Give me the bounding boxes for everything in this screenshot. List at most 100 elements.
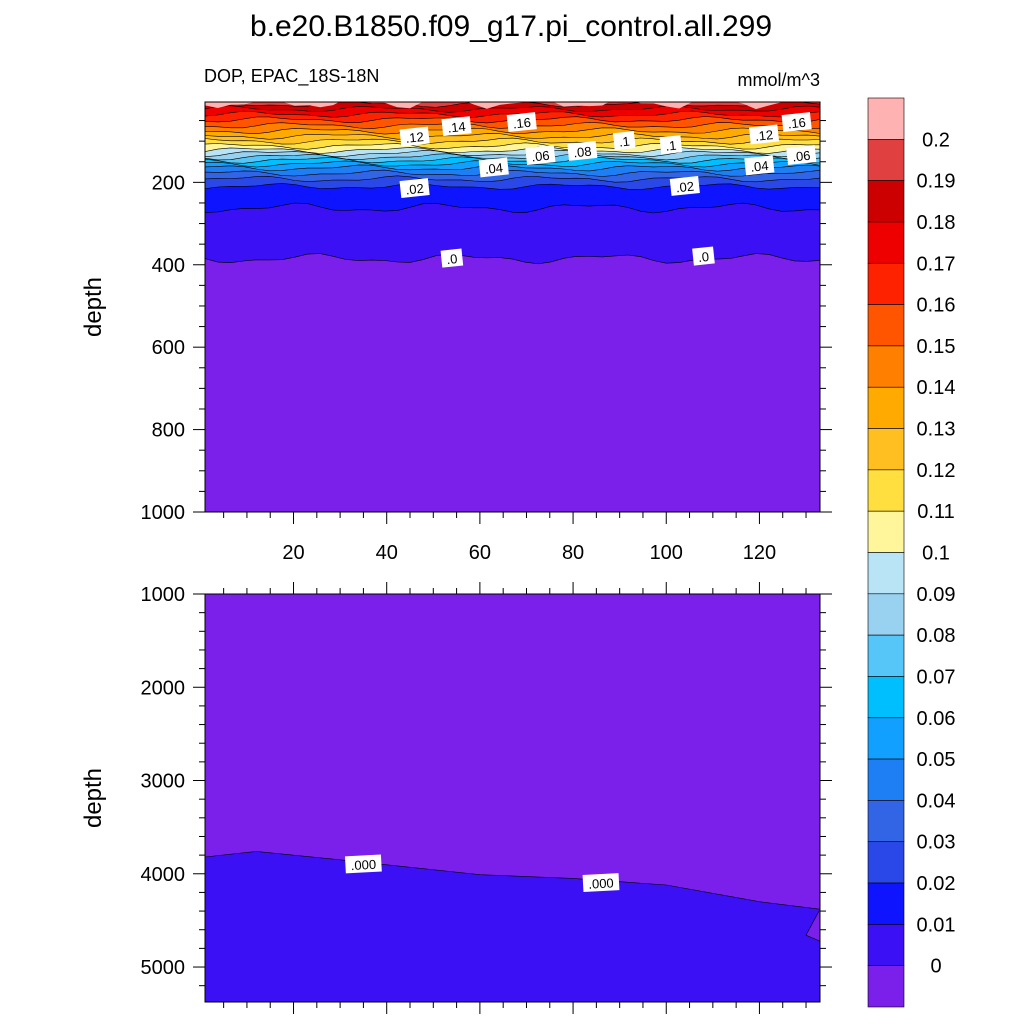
colorbar-label: 0.17 <box>917 253 956 275</box>
contour-label: .06 <box>525 145 556 166</box>
contour-label: .04 <box>478 157 509 178</box>
contour-line-2 <box>205 183 820 190</box>
contour-line-0 <box>205 851 820 910</box>
x-tick-label: 80 <box>562 542 584 564</box>
contour-label-bg <box>781 112 812 133</box>
colorbar-swatch <box>867 262 905 305</box>
colorbar-swatch <box>867 221 905 264</box>
contour-label: .1 <box>659 135 683 155</box>
y-tick-label: 200 <box>152 172 185 194</box>
colorbar-label: 0.16 <box>917 295 956 317</box>
colorbar-label: 0.13 <box>917 419 956 441</box>
contour-line-13 <box>205 132 820 140</box>
colorbar-label: 0.03 <box>917 832 956 854</box>
contour-label-text: .0 <box>446 251 458 267</box>
contour-label-bg <box>344 854 382 874</box>
y-tick-label: 400 <box>152 255 185 277</box>
lower-y-axis-label: depth <box>80 768 107 828</box>
contour-line-1 <box>205 202 820 214</box>
contour-label-text: .04 <box>750 158 770 175</box>
contour-label-text: .06 <box>531 148 551 165</box>
notch <box>805 909 820 942</box>
x-tick-label: 20 <box>282 542 304 564</box>
colorbar-label: 0.12 <box>917 460 956 482</box>
contour-label: .02 <box>669 176 700 196</box>
contour-line-17 <box>205 110 820 118</box>
left-subtitle: DOP, EPAC_18S-18N <box>204 66 379 87</box>
contour-label-text: .06 <box>792 148 812 165</box>
lower-frame <box>204 593 821 1003</box>
contour-label-text: .16 <box>787 115 807 132</box>
colorbar-swatch <box>867 139 905 181</box>
colorbar-swatch <box>867 97 905 140</box>
colorbar-label: 0.02 <box>917 873 956 895</box>
contour-line-4 <box>205 169 820 177</box>
colorbar-swatch <box>867 758 905 801</box>
contour-label-bg <box>692 246 715 266</box>
contour-label-text: .000 <box>588 875 614 891</box>
contour-label: .16 <box>781 112 812 133</box>
contour-label-bg <box>399 178 430 198</box>
colorbar-swatch <box>867 924 905 966</box>
contour-label-text: .000 <box>350 857 376 873</box>
contour-label-bg <box>567 141 598 161</box>
contour-label: .000 <box>582 873 620 893</box>
contour-label-bg <box>440 248 464 268</box>
contour-label: .16 <box>506 112 537 133</box>
contour-label: .06 <box>786 145 817 166</box>
y-tick-label: 1000 <box>141 502 186 524</box>
colorbar-label: 0 <box>930 956 941 978</box>
colorbar-swatch <box>867 180 905 223</box>
x-tick-label: 100 <box>650 542 683 564</box>
contour-label: .02 <box>399 178 430 198</box>
fill-band-zero <box>205 594 820 910</box>
x-tick-label: 120 <box>743 542 776 564</box>
colorbar-swatch <box>867 428 905 471</box>
contour-label: .0 <box>692 246 715 266</box>
contour-line-6 <box>205 160 820 168</box>
contour-line-0 <box>205 253 820 265</box>
colorbar-label: 0.11 <box>917 501 954 523</box>
contour-label-bg <box>744 155 775 176</box>
contour-label: .12 <box>399 126 430 147</box>
colorbar-label: 0.05 <box>917 749 956 771</box>
colorbar: 0.2 0.19 0.18 0.17 0.16 0.15 0.14 0.13 0.12 0.11 0… <box>867 97 956 1008</box>
y-tick-label: 1000 <box>141 584 186 606</box>
x-tick-label: 40 <box>376 542 398 564</box>
contour-label-bg <box>582 873 620 893</box>
contour-label-bg <box>478 157 509 178</box>
contour-label: .04 <box>744 155 775 176</box>
contour-label: .0 <box>440 248 464 268</box>
contour-line-8 <box>205 153 820 161</box>
colorbar-swatch <box>867 676 905 719</box>
contour-label: .000 <box>344 854 382 874</box>
upper-y-axis-label: depth <box>80 277 107 337</box>
colorbar-label: 0.14 <box>917 377 956 399</box>
contour-label-bg <box>612 131 636 151</box>
upper-frame <box>204 101 821 513</box>
contour-label-text: .1 <box>618 134 630 150</box>
colorbar-swatch <box>867 304 905 347</box>
colorbar-label: 0.01 <box>917 914 956 936</box>
y-tick-label: 800 <box>152 420 185 442</box>
colorbar-swatch <box>867 345 905 388</box>
contour-label-text: .08 <box>573 144 593 161</box>
y-tick-label: 4000 <box>141 864 186 886</box>
y-tick-label: 2000 <box>141 677 186 699</box>
lower-fill <box>205 594 820 1002</box>
contour-label-bg <box>659 135 683 155</box>
colorbar-swatch <box>867 841 905 884</box>
chart-title: b.e20.B1850.f09_g17.pi_control.all.299 <box>250 10 772 43</box>
colorbar-swatch <box>867 882 905 925</box>
colorbar-swatch <box>867 717 905 760</box>
contour-label-text: .12 <box>754 127 774 144</box>
colorbar-label: 0.09 <box>917 584 956 606</box>
colorbar-swatch <box>867 800 905 843</box>
contour-label: .12 <box>748 124 780 145</box>
colorbar-swatch <box>867 386 905 429</box>
colorbar-label: 0.2 <box>922 129 950 151</box>
colorbar-label: 0.08 <box>917 625 956 647</box>
colorbar-label: 0.18 <box>917 212 956 234</box>
contour-line-18 <box>205 105 820 113</box>
